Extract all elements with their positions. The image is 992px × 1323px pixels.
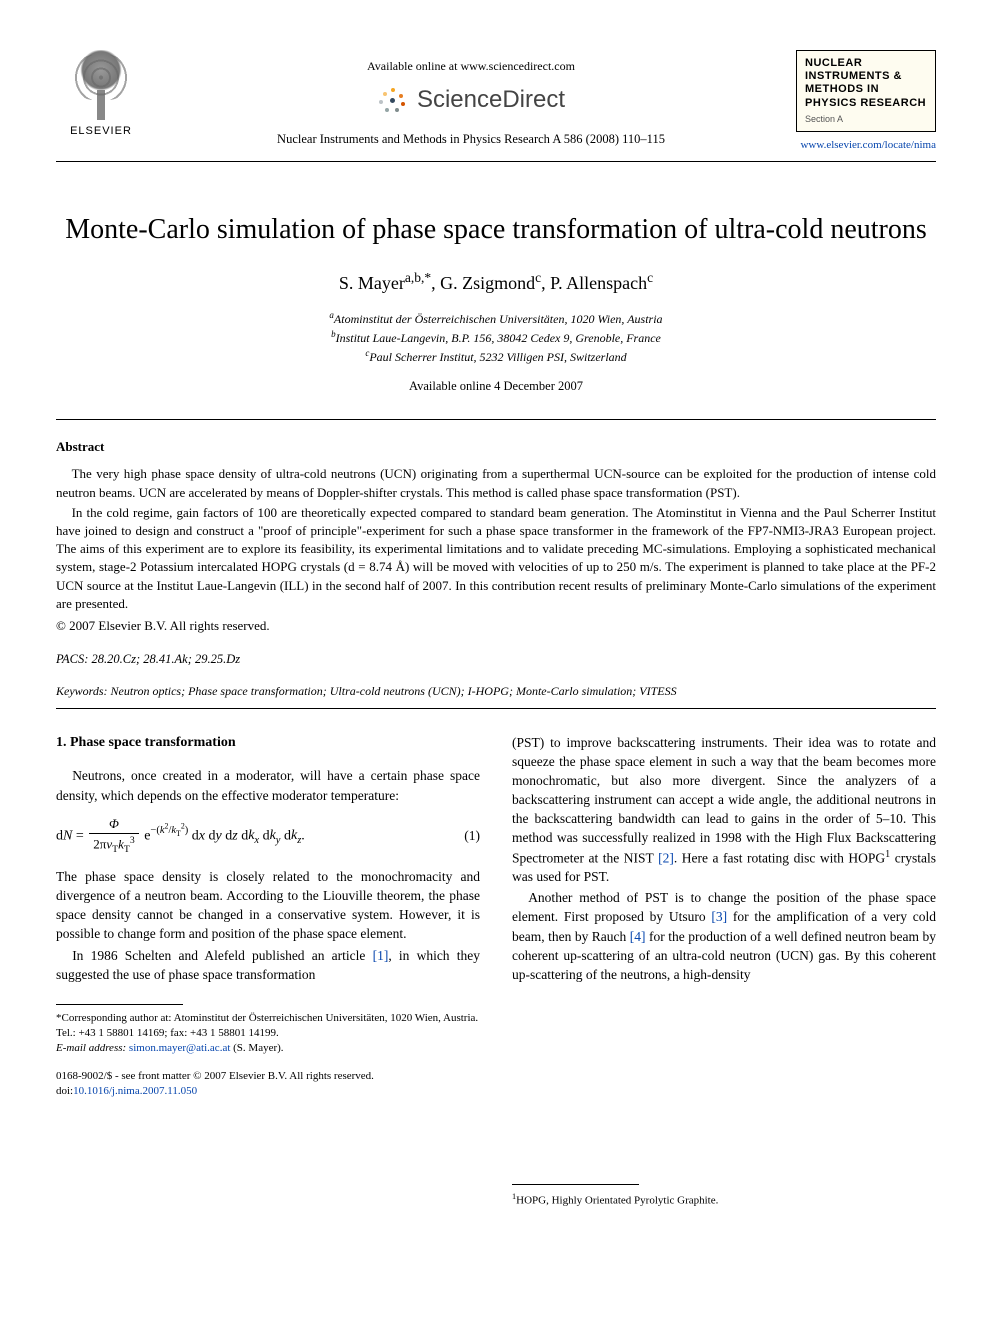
header-rule bbox=[56, 161, 936, 162]
corresponding-text: *Corresponding author at: Atominstitut d… bbox=[56, 1011, 480, 1041]
paper-title: Monte-Carlo simulation of phase space tr… bbox=[56, 212, 936, 247]
section-1-right-p1: (PST) to improve backscattering instrume… bbox=[512, 733, 936, 887]
keywords: Keywords: Neutron optics; Phase space tr… bbox=[56, 683, 936, 699]
elsevier-text: ELSEVIER bbox=[70, 124, 132, 139]
citation-4[interactable]: [4] bbox=[630, 929, 646, 944]
header-center: Available online at www.sciencedirect.co… bbox=[146, 50, 796, 147]
section-1-p3: In 1986 Schelten and Alefeld published a… bbox=[56, 946, 480, 984]
sciencedirect-swirl-icon bbox=[377, 84, 409, 116]
equation-1: dN = Φ 2πvTkT3 e−(k2/kT2) dx dy dz dkx d… bbox=[56, 815, 480, 857]
journal-box-section: Section A bbox=[805, 113, 927, 125]
affiliation-a: aAtominstitut der Österreichischen Unive… bbox=[56, 309, 936, 328]
hopg-footnote: 1HOPG, Highly Orientated Pyrolytic Graph… bbox=[512, 1191, 936, 1209]
abstract-body: The very high phase space density of ult… bbox=[56, 465, 936, 613]
citation-3[interactable]: [3] bbox=[711, 909, 727, 924]
footnote-rule-left bbox=[56, 1004, 183, 1005]
post-keywords-rule bbox=[56, 708, 936, 709]
footnote-rule-right bbox=[512, 1184, 639, 1185]
journal-box: NUCLEAR INSTRUMENTS & METHODS IN PHYSICS… bbox=[796, 50, 936, 132]
sciencedirect-text: ScienceDirect bbox=[417, 84, 565, 116]
equation-1-body: dN = Φ 2πvTkT3 e−(k2/kT2) dx dy dz dkx d… bbox=[56, 815, 305, 857]
section-1-p1: Neutrons, once created in a moderator, w… bbox=[56, 766, 480, 804]
section-1-right-p2: Another method of PST is to change the p… bbox=[512, 888, 936, 984]
journal-box-wrapper: NUCLEAR INSTRUMENTS & METHODS IN PHYSICS… bbox=[796, 50, 936, 153]
elsevier-logo: ELSEVIER bbox=[56, 50, 146, 139]
left-column: 1. Phase space transformation Neutrons, … bbox=[56, 733, 480, 1209]
journal-reference: Nuclear Instruments and Methods in Physi… bbox=[146, 131, 796, 148]
email-line: E-mail address: simon.mayer@ati.ac.at (S… bbox=[56, 1041, 480, 1056]
available-date: Available online 4 December 2007 bbox=[56, 378, 936, 395]
author-email-link[interactable]: simon.mayer@ati.ac.at bbox=[129, 1042, 230, 1054]
sciencedirect-logo: ScienceDirect bbox=[377, 84, 565, 116]
citation-1[interactable]: [1] bbox=[373, 948, 389, 963]
issn-line: 0168-9002/$ - see front matter © 2007 El… bbox=[56, 1069, 480, 1084]
doi-link[interactable]: 10.1016/j.nima.2007.11.050 bbox=[73, 1085, 197, 1097]
equation-1-label: (1) bbox=[464, 826, 480, 845]
pacs-codes: PACS: 28.20.Cz; 28.41.Ak; 29.25.Dz bbox=[56, 651, 936, 668]
journal-box-title: NUCLEAR INSTRUMENTS & METHODS IN PHYSICS… bbox=[805, 57, 927, 110]
affiliation-c: cPaul Scherrer Institut, 5232 Villigen P… bbox=[56, 347, 936, 366]
pre-abstract-rule bbox=[56, 419, 936, 420]
available-online-text: Available online at www.sciencedirect.co… bbox=[146, 58, 796, 74]
right-column: (PST) to improve backscattering instrume… bbox=[512, 733, 936, 1209]
abstract-copyright: © 2007 Elsevier B.V. All rights reserved… bbox=[56, 617, 936, 635]
elsevier-tree-icon bbox=[66, 50, 136, 120]
page-header: ELSEVIER Available online at www.science… bbox=[56, 50, 936, 153]
abstract-p1: The very high phase space density of ult… bbox=[56, 465, 936, 501]
affiliations: aAtominstitut der Österreichischen Unive… bbox=[56, 309, 936, 366]
affiliation-b: bInstitut Laue-Langevin, B.P. 156, 38042… bbox=[56, 328, 936, 347]
section-1-heading: 1. Phase space transformation bbox=[56, 733, 480, 753]
section-1-p2: The phase space density is closely relat… bbox=[56, 867, 480, 944]
abstract-p2: In the cold regime, gain factors of 100 … bbox=[56, 504, 936, 613]
corresponding-author-footnote: *Corresponding author at: Atominstitut d… bbox=[56, 1011, 480, 1056]
journal-homepage-link[interactable]: www.elsevier.com/locate/nima bbox=[796, 138, 936, 153]
body-columns: 1. Phase space transformation Neutrons, … bbox=[56, 733, 936, 1209]
citation-2[interactable]: [2] bbox=[658, 850, 674, 865]
authors: S. Mayera,b,*, G. Zsigmondc, P. Allenspa… bbox=[56, 269, 936, 295]
doi-line: doi:10.1016/j.nima.2007.11.050 bbox=[56, 1084, 480, 1099]
footer-meta: 0168-9002/$ - see front matter © 2007 El… bbox=[56, 1069, 480, 1099]
abstract-heading: Abstract bbox=[56, 438, 936, 456]
